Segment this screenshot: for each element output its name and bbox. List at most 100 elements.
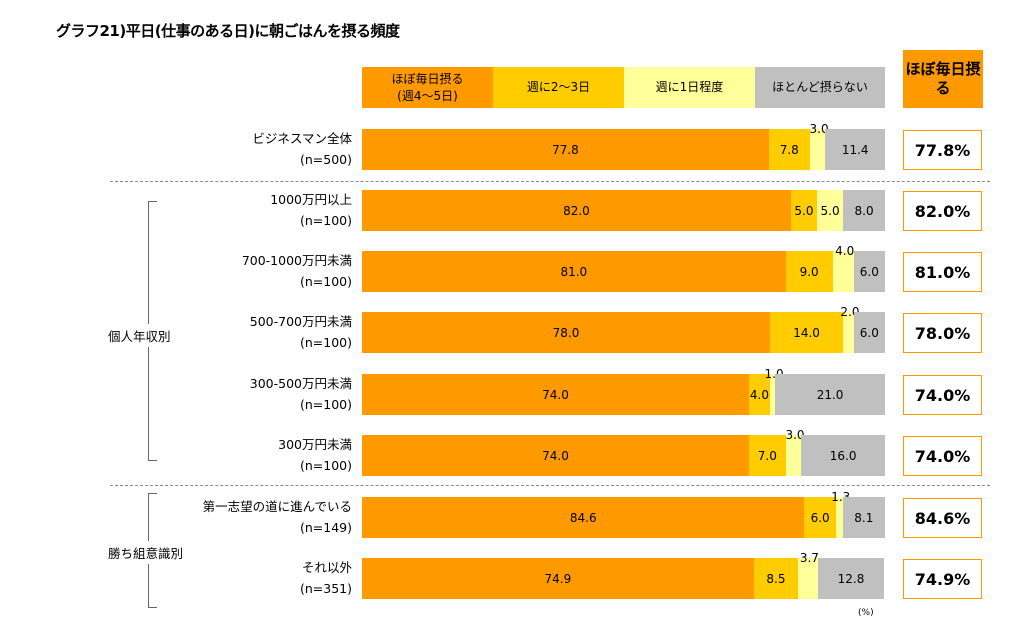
bar-segment: 6.0	[853, 312, 885, 353]
summary-header: ほぼ毎日摂る	[903, 50, 983, 108]
data-label: 4.0	[749, 387, 770, 402]
bar-segment: 8.5	[753, 558, 799, 599]
data-label: 6.0	[859, 264, 879, 279]
row-name: 500-700万円未満	[249, 314, 352, 329]
data-label: 78.0	[552, 325, 580, 340]
data-label: 84.6	[569, 510, 597, 525]
data-label: 82.0	[563, 203, 590, 218]
summary-value: 74.9%	[903, 559, 982, 599]
row-n: (n=100)	[299, 458, 352, 473]
data-label: 4.0	[835, 244, 855, 258]
data-label: 3.0	[809, 122, 829, 136]
summary-value: 77.8%	[903, 130, 982, 170]
data-label: 3.0	[785, 428, 805, 442]
bar-segment: 5.0	[790, 190, 817, 231]
bar-segment: 74.9	[362, 558, 754, 599]
row-n: (n=351)	[299, 581, 352, 596]
bar-segment: 81.0	[362, 251, 786, 292]
data-label: 7.8	[779, 142, 799, 157]
data-label: 5.0	[794, 203, 814, 218]
bar-segment	[832, 251, 854, 292]
legend-item: ほとんど摂らない	[755, 67, 885, 108]
data-label: 74.0	[542, 448, 569, 463]
row-label: 1000万円以上 (n=100)	[270, 189, 352, 231]
row-name: 300万円未満	[278, 437, 352, 452]
bar-segment	[843, 312, 854, 353]
row-name: 1000万円以上	[270, 192, 352, 207]
group-label-income: 個人年収別	[108, 324, 171, 347]
bar-segment: 6.0	[804, 497, 836, 538]
row-label: 500-700万円未満 (n=100)	[250, 311, 352, 353]
bar-segment: 7.0	[749, 435, 786, 476]
data-label: 12.8	[837, 571, 865, 586]
legend-item: 週に2〜3日	[493, 67, 624, 108]
bar-segment: 5.0	[817, 190, 844, 231]
bar-segment: 8.0	[843, 190, 885, 231]
row-name: それ以外	[301, 560, 352, 575]
row-label: ビジネスマン全体 (n=500)	[252, 128, 352, 170]
separator	[110, 485, 990, 486]
separator	[110, 181, 990, 182]
data-label: 74.0	[542, 387, 569, 402]
legend-item: 週に1日程度	[624, 67, 755, 108]
bar-segment: 6.0	[853, 251, 885, 292]
row-label: 第一志望の道に進んでいる (n=149)	[203, 496, 352, 538]
unit-label: (%)	[858, 608, 874, 618]
summary-value: 82.0%	[903, 191, 982, 231]
data-label: 81.0	[560, 264, 588, 279]
row-n: (n=100)	[299, 397, 352, 412]
data-label: 14.0	[793, 325, 820, 340]
data-label: 8.1	[854, 510, 874, 525]
row-n: (n=100)	[299, 213, 352, 228]
row-n: (n=149)	[299, 520, 352, 535]
data-label: 8.0	[854, 203, 874, 218]
bar-segment	[785, 435, 802, 476]
bar-segment: 16.0	[801, 435, 885, 476]
summary-value: 81.0%	[903, 252, 982, 292]
data-label: 5.0	[820, 203, 840, 218]
row-label: それ以外 (n=351)	[300, 557, 352, 599]
bar-segment: 11.4	[825, 129, 885, 170]
bar-segment	[809, 129, 826, 170]
bar-segment: 9.0	[785, 251, 833, 292]
bar-segment: 77.8	[362, 129, 769, 170]
row-label: 300万円未満 (n=100)	[278, 434, 352, 476]
bar-segment: 74.0	[362, 435, 750, 476]
data-label: 77.8	[552, 142, 579, 157]
bar-segment	[769, 374, 776, 415]
group-label-winner: 勝ち組意識別	[108, 541, 184, 564]
bar-segment: 82.0	[362, 190, 791, 231]
row-n: (n=500)	[299, 152, 352, 167]
bar-segment: 78.0	[362, 312, 770, 353]
row-label: 300-500万円未満 (n=100)	[250, 373, 352, 415]
legend-item: ほぼ毎日摂る (週4〜5日)	[362, 67, 493, 108]
bar-segment: 74.0	[362, 374, 750, 415]
summary-value: 84.6%	[903, 498, 982, 538]
row-name: 700-1000万円未満	[241, 253, 352, 268]
row-name: 第一志望の道に進んでいる	[202, 499, 352, 514]
data-label: 9.0	[799, 264, 819, 279]
data-label: 6.0	[859, 325, 879, 340]
bar-segment: 84.6	[362, 497, 805, 538]
row-label: 700-1000万円未満 (n=100)	[242, 250, 352, 292]
data-label: 7.0	[757, 448, 777, 463]
bar-segment	[798, 558, 818, 599]
chart-title: グラフ21)平日(仕事のある日)に朝ごはんを摂る頻度	[56, 22, 400, 40]
data-label: 16.0	[829, 448, 857, 463]
row-n: (n=100)	[299, 335, 352, 350]
row-name: 300-500万円未満	[249, 376, 352, 391]
summary-value: 74.0%	[903, 436, 982, 476]
bar-segment: 14.0	[769, 312, 844, 353]
data-label: 74.9	[544, 571, 572, 586]
data-label: 21.0	[816, 387, 844, 402]
bar-segment: 21.0	[775, 374, 885, 415]
data-label: 11.4	[841, 142, 869, 157]
bar-segment: 4.0	[749, 374, 770, 415]
data-label: 8.5	[766, 571, 786, 586]
bar-segment: 12.8	[817, 558, 885, 599]
row-name: ビジネスマン全体	[252, 131, 352, 146]
bar-segment	[835, 497, 843, 538]
summary-value: 78.0%	[903, 313, 982, 353]
data-label: 6.0	[810, 510, 830, 525]
bar-segment: 8.1	[842, 497, 885, 538]
